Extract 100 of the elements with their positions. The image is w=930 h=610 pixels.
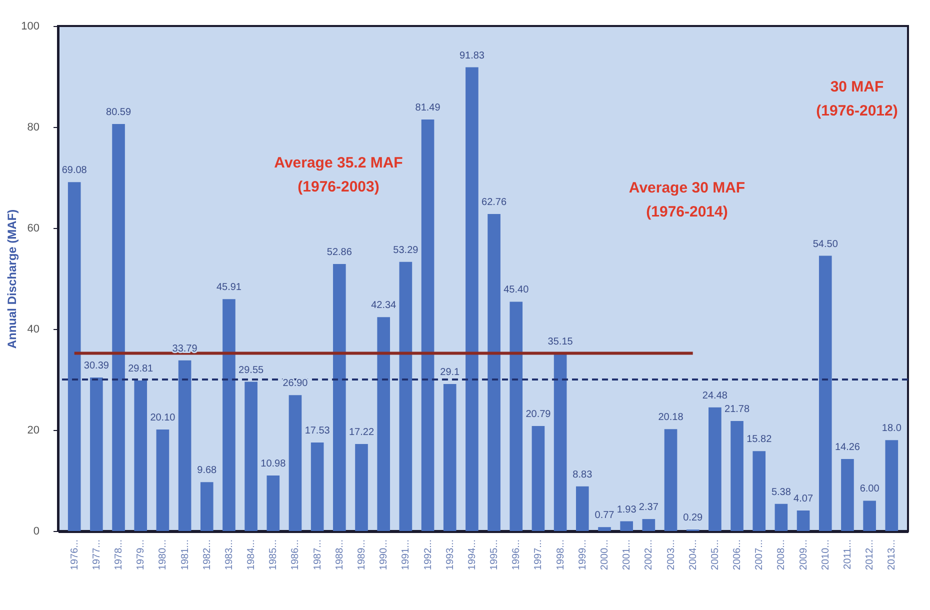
data-label: 17.22 bbox=[348, 427, 374, 438]
data-label: 18.0 bbox=[882, 423, 902, 434]
x-tick-label: 1992... bbox=[422, 540, 434, 570]
data-label: 10.98 bbox=[260, 458, 286, 470]
data-label: 0.77 bbox=[594, 510, 615, 522]
x-tick-label: 1977... bbox=[91, 540, 102, 570]
x-tick-label: 2013... bbox=[886, 540, 898, 570]
bar bbox=[620, 521, 633, 531]
data-label: 24.48 bbox=[702, 390, 728, 402]
data-label: 9.68 bbox=[197, 465, 218, 476]
data-label: 20.18 bbox=[658, 412, 684, 424]
data-label: 69.08 bbox=[62, 165, 88, 176]
data-label: 0.29 bbox=[683, 512, 704, 524]
x-tick-label: 2002... bbox=[644, 540, 655, 570]
data-label: 29.55 bbox=[238, 364, 264, 376]
x-tick-label: 2008... bbox=[776, 540, 788, 570]
y-tick-label: 100 bbox=[21, 20, 40, 32]
data-label: 4.07 bbox=[794, 493, 814, 504]
x-tick-label: 1976... bbox=[69, 540, 80, 570]
bar bbox=[377, 317, 390, 531]
bar bbox=[90, 378, 103, 531]
bar bbox=[885, 440, 898, 531]
bar bbox=[752, 451, 766, 531]
x-tick-label: 2005... bbox=[710, 540, 721, 570]
bar bbox=[554, 353, 567, 531]
x-tick-label: 1987... bbox=[312, 540, 324, 570]
bar bbox=[421, 119, 434, 531]
x-tick-label: 2001... bbox=[622, 540, 633, 570]
y-tick-label: 60 bbox=[27, 222, 40, 234]
bar bbox=[333, 264, 346, 531]
bar bbox=[841, 458, 854, 531]
data-label: 8.83 bbox=[572, 469, 593, 480]
bar bbox=[730, 421, 744, 531]
data-label: 62.76 bbox=[482, 197, 507, 208]
bar bbox=[664, 429, 678, 531]
data-label: 54.50 bbox=[812, 238, 838, 250]
bar bbox=[134, 380, 148, 531]
x-tick-label: 2007... bbox=[754, 540, 766, 570]
x-tick-label: 2011... bbox=[842, 540, 854, 570]
x-tick-label: 1983... bbox=[224, 540, 235, 570]
x-tick-label: 1980... bbox=[158, 540, 169, 570]
data-label: 20.10 bbox=[150, 412, 176, 424]
x-tick-label: 1994... bbox=[466, 540, 478, 570]
bar bbox=[288, 395, 302, 531]
data-label: 30.39 bbox=[84, 360, 110, 372]
x-tick-label: 1993... bbox=[444, 540, 456, 570]
x-tick-label: 2000... bbox=[599, 540, 610, 570]
bar bbox=[576, 486, 589, 531]
bar bbox=[774, 504, 788, 531]
data-label: 53.29 bbox=[393, 244, 419, 256]
data-label: 20.79 bbox=[526, 409, 552, 420]
bar bbox=[178, 360, 192, 531]
data-label: 81.49 bbox=[415, 102, 441, 114]
bar bbox=[708, 407, 722, 531]
x-tick-label: 1989... bbox=[356, 540, 368, 570]
bar bbox=[222, 299, 236, 531]
x-tick-label: 2009... bbox=[798, 540, 810, 570]
bar bbox=[818, 256, 832, 531]
x-tick-label: 1997... bbox=[533, 540, 544, 570]
x-tick-label: 1991... bbox=[400, 540, 412, 570]
y-tick-label: 0 bbox=[33, 526, 40, 538]
bar bbox=[355, 444, 368, 531]
bar bbox=[488, 214, 500, 531]
data-label: 42.34 bbox=[371, 300, 397, 312]
bar bbox=[466, 67, 478, 531]
x-tick-label: 1979... bbox=[136, 540, 147, 570]
x-tick-label: 1996... bbox=[511, 540, 522, 570]
data-label: 35.15 bbox=[548, 336, 574, 348]
x-tick-label: 1990... bbox=[378, 540, 390, 570]
x-tick-label: 1985... bbox=[268, 540, 280, 570]
data-label: 17.53 bbox=[304, 425, 330, 436]
x-tick-label: 1986... bbox=[290, 540, 302, 570]
x-tick-label: 1984... bbox=[246, 540, 258, 570]
bar bbox=[532, 426, 545, 531]
bar bbox=[399, 262, 412, 531]
bar bbox=[112, 124, 125, 531]
x-tick-label: 1978... bbox=[114, 540, 125, 570]
data-label: 26.90 bbox=[282, 378, 308, 390]
data-label: 21.78 bbox=[724, 404, 750, 416]
x-tick-label: 2003... bbox=[666, 540, 677, 570]
data-label: 1.93 bbox=[616, 504, 637, 516]
x-tick-label: 2004... bbox=[688, 540, 699, 570]
data-label: 52.86 bbox=[326, 247, 352, 258]
data-label: 45.91 bbox=[216, 282, 242, 294]
data-label: 15.82 bbox=[746, 434, 772, 446]
bar bbox=[266, 476, 280, 531]
bar bbox=[443, 384, 456, 531]
bar bbox=[796, 510, 810, 531]
bar bbox=[598, 527, 611, 531]
data-label: 6.00 bbox=[860, 484, 880, 495]
data-label: 5.38 bbox=[771, 486, 792, 498]
data-label: 80.59 bbox=[106, 107, 132, 118]
annotation: Average 35.2 MAF (1976-2003) bbox=[274, 154, 403, 196]
data-label: 29.81 bbox=[128, 363, 154, 374]
x-tick-label: 2006... bbox=[732, 540, 744, 570]
data-label: 91.83 bbox=[459, 50, 485, 62]
bar bbox=[863, 500, 876, 531]
x-tick-label: 1998... bbox=[555, 540, 566, 570]
x-tick-label: 1995... bbox=[489, 540, 500, 570]
data-label: 2.37 bbox=[638, 502, 659, 514]
